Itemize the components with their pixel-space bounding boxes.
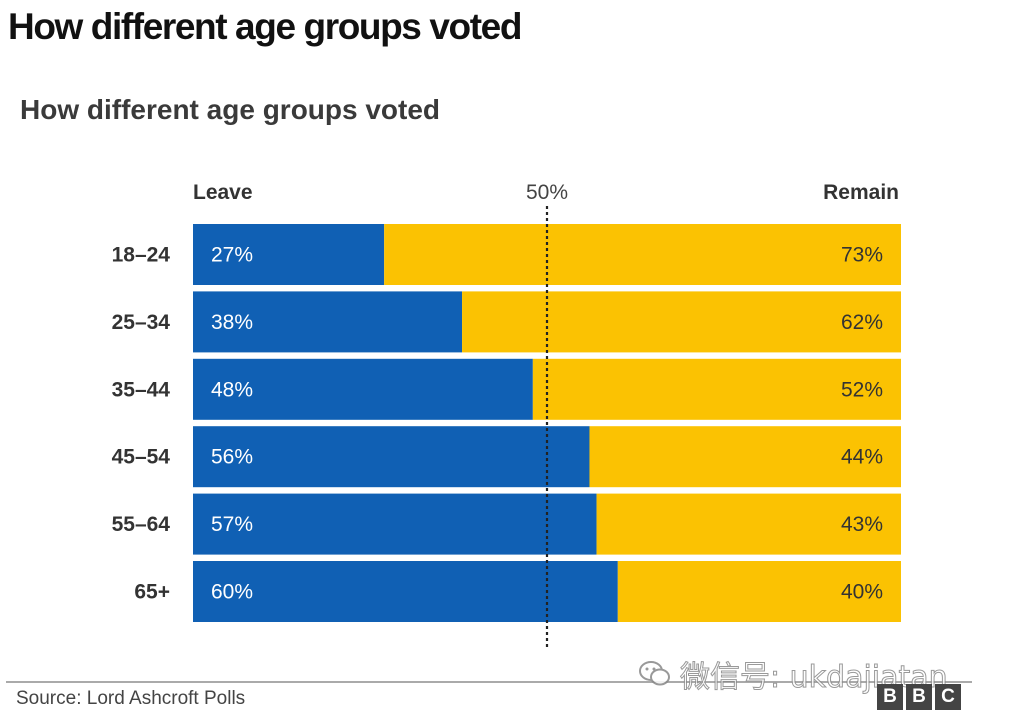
watermark-text: 微信号: ukdajiatan bbox=[680, 660, 949, 696]
category-label: 65+ bbox=[134, 581, 170, 604]
chart-title: How different age groups voted bbox=[20, 94, 441, 125]
bar-leave bbox=[193, 493, 597, 555]
remain-value-label: 40% bbox=[841, 581, 883, 604]
source-note: Source: Lord Ashcroft Polls bbox=[16, 688, 246, 709]
bar-leave bbox=[193, 224, 385, 285]
leave-value-label: 57% bbox=[211, 513, 253, 536]
leave-axis-label: Leave bbox=[193, 181, 253, 204]
leave-value-label: 60% bbox=[211, 581, 253, 604]
bar-remain bbox=[532, 358, 901, 420]
remain-value-label: 43% bbox=[841, 513, 883, 536]
remain-value-label: 73% bbox=[841, 244, 883, 267]
bbc-logo-letter: C bbox=[935, 684, 961, 710]
footer-divider bbox=[6, 681, 972, 683]
page-heading: How different age groups voted bbox=[8, 6, 522, 47]
bar-leave bbox=[193, 291, 463, 353]
bar-remain bbox=[596, 493, 901, 555]
leave-value-label: 27% bbox=[211, 244, 253, 267]
bbc-logo-letter: B bbox=[877, 684, 903, 710]
remain-axis-label: Remain bbox=[823, 181, 899, 204]
leave-value-label: 38% bbox=[211, 311, 253, 334]
bar-remain bbox=[589, 426, 901, 488]
bbc-logo-letter: B bbox=[906, 684, 932, 710]
leave-value-label: 56% bbox=[211, 446, 253, 469]
wechat-icon bbox=[639, 661, 670, 686]
category-label: 55–64 bbox=[112, 513, 171, 536]
category-label: 45–54 bbox=[112, 446, 171, 469]
midline-label: 50% bbox=[526, 181, 568, 204]
bar-remain bbox=[617, 561, 901, 622]
bar-leave bbox=[193, 426, 590, 488]
remain-value-label: 52% bbox=[841, 378, 883, 401]
remain-value-label: 44% bbox=[841, 446, 883, 469]
remain-value-label: 62% bbox=[841, 311, 883, 334]
bars-layer: 18–24 27% 73% 25–34 38% 62% 35–44 48% 52% 45–54 56… bbox=[112, 224, 901, 622]
leave-value-label: 48% bbox=[211, 378, 253, 401]
bar-remain bbox=[384, 224, 901, 285]
bar-leave bbox=[193, 358, 533, 420]
category-label: 35–44 bbox=[112, 378, 171, 401]
wechat-watermark: 微信号: ukdajiatan bbox=[638, 652, 948, 696]
category-label: 25–34 bbox=[112, 311, 171, 334]
category-label: 18–24 bbox=[112, 244, 171, 267]
bar-remain bbox=[462, 291, 901, 353]
bar-leave bbox=[193, 561, 618, 622]
bbc-logo: B B C bbox=[877, 684, 961, 710]
